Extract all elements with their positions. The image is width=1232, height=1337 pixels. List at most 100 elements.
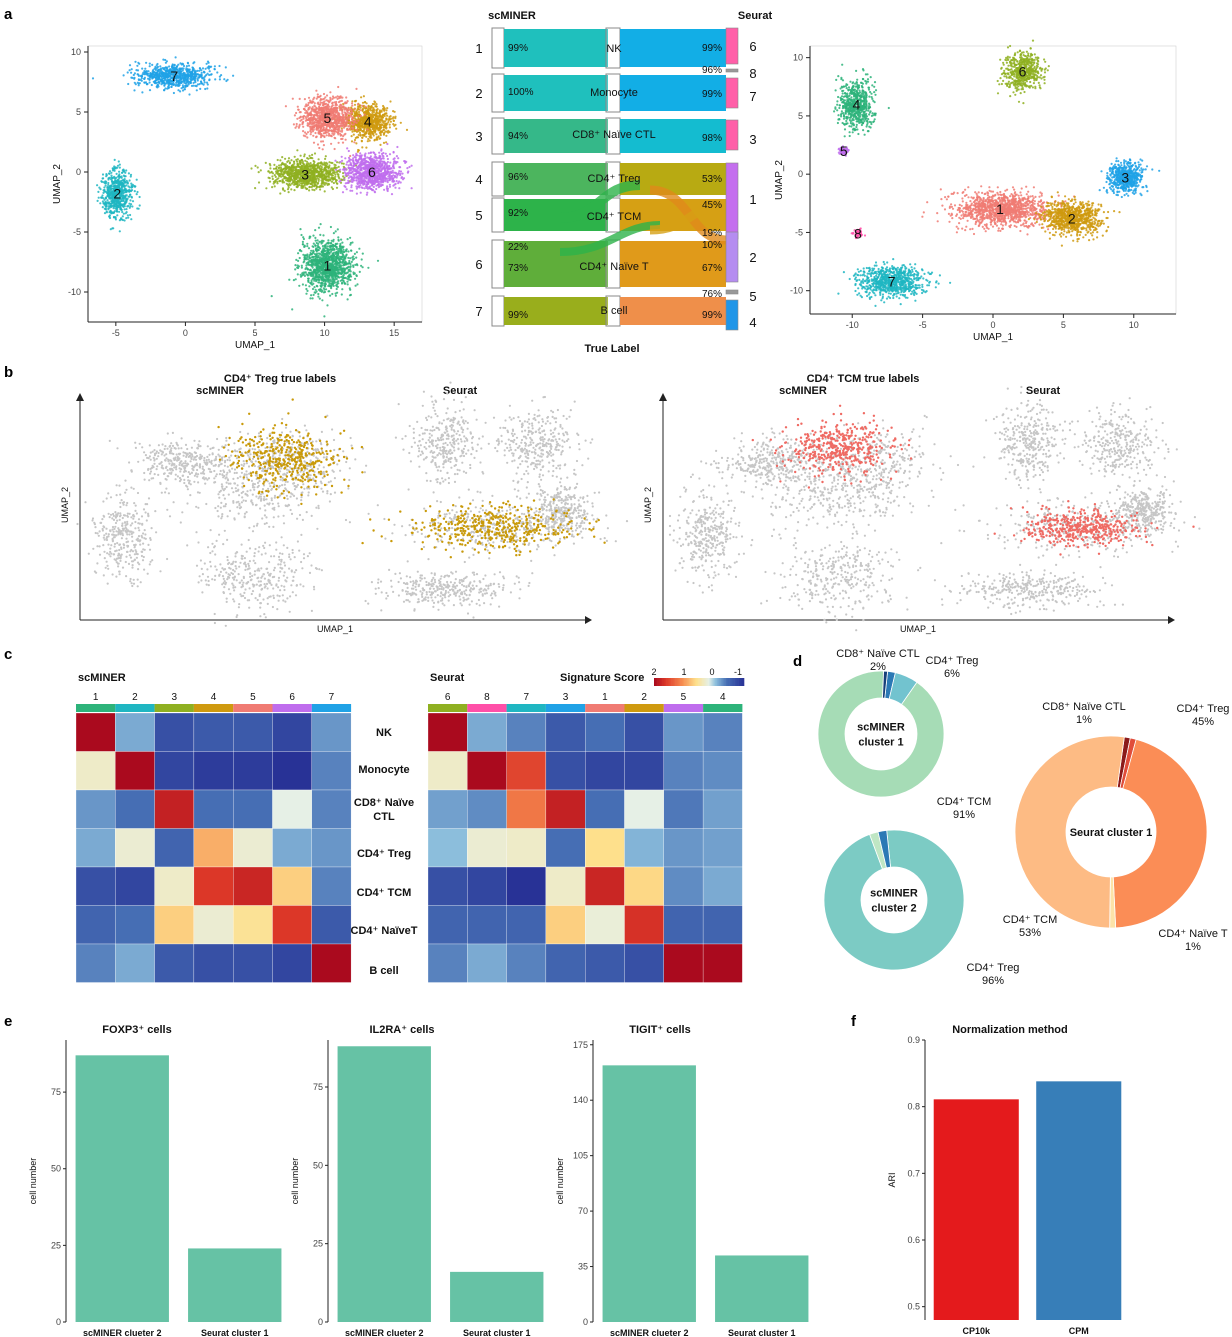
cell-point xyxy=(325,242,328,245)
cell-point xyxy=(316,102,319,105)
cell-point xyxy=(389,120,392,123)
cell-point xyxy=(345,108,348,111)
panel-label-b: b xyxy=(4,364,13,381)
cell-point xyxy=(321,278,324,281)
cell-point xyxy=(285,179,288,182)
cell-point xyxy=(350,140,354,143)
cell-point xyxy=(329,96,332,99)
cell-point xyxy=(369,129,372,133)
cell-point xyxy=(343,269,346,272)
cell-point xyxy=(324,278,327,281)
cell-point xyxy=(104,184,107,187)
cell-point xyxy=(349,273,352,276)
cell-point xyxy=(338,258,341,261)
cell-point xyxy=(329,242,333,245)
cell-point xyxy=(380,109,383,112)
cell-point xyxy=(126,197,129,200)
cell-point xyxy=(382,107,385,110)
cell-point xyxy=(339,100,342,103)
cell-point xyxy=(310,279,313,282)
x-tick-label: 0 xyxy=(183,328,188,338)
cell-point xyxy=(339,247,342,250)
cell-point xyxy=(135,178,138,181)
cell-point xyxy=(105,174,108,177)
cell-point xyxy=(336,173,339,176)
cell-point xyxy=(364,100,367,104)
cell-point xyxy=(109,188,112,191)
cell-point xyxy=(334,114,338,117)
cell-point xyxy=(119,175,122,179)
cell-point xyxy=(311,188,314,191)
cell-point xyxy=(338,105,341,108)
cell-point xyxy=(332,280,336,283)
cell-point xyxy=(319,275,322,278)
cell-point xyxy=(354,113,357,116)
cell-point xyxy=(313,165,316,168)
cell-point xyxy=(317,170,320,173)
cell-point xyxy=(347,164,350,167)
cell-point xyxy=(378,151,381,154)
cell-point xyxy=(307,118,310,121)
cell-point xyxy=(367,266,370,269)
cell-point xyxy=(307,103,310,107)
cell-point xyxy=(280,163,283,167)
cell-point xyxy=(378,119,381,122)
cell-point xyxy=(316,119,319,122)
cell-point xyxy=(313,96,316,99)
cell-point xyxy=(319,289,322,292)
cell-point xyxy=(97,196,100,199)
cell-point xyxy=(110,200,113,203)
cell-point xyxy=(352,264,355,267)
cell-point xyxy=(331,261,334,264)
cell-point xyxy=(324,285,327,288)
cell-point xyxy=(108,216,112,220)
cell-point xyxy=(367,137,370,141)
cell-point xyxy=(287,157,291,160)
cell-point xyxy=(321,148,324,151)
cell-point xyxy=(336,113,339,116)
cell-point xyxy=(320,129,323,132)
cell-point xyxy=(104,200,107,203)
cell-point xyxy=(355,128,358,132)
cell-point xyxy=(365,146,368,149)
cell-point xyxy=(319,133,322,136)
cell-point xyxy=(121,210,124,214)
cell-point xyxy=(334,262,337,265)
cell-point xyxy=(122,196,125,199)
cluster-label: 4 xyxy=(364,114,372,130)
cell-point xyxy=(311,297,314,300)
cell-point xyxy=(315,108,318,111)
cell-point xyxy=(313,286,316,289)
cell-point xyxy=(109,210,112,213)
cell-point xyxy=(104,205,107,208)
cell-point xyxy=(379,124,382,127)
cell-point xyxy=(325,131,328,134)
cell-point xyxy=(327,182,330,185)
cell-point xyxy=(309,164,312,167)
cell-point xyxy=(316,239,319,242)
cell-point xyxy=(335,128,338,131)
cell-point xyxy=(315,258,318,261)
cell-point xyxy=(276,169,279,172)
cell-point xyxy=(122,212,125,215)
cell-point xyxy=(309,174,312,177)
cell-point xyxy=(101,173,105,176)
cell-point xyxy=(346,271,349,274)
cell-point xyxy=(305,262,308,265)
cell-point xyxy=(395,127,398,130)
cell-point xyxy=(338,128,341,131)
cell-point xyxy=(326,274,329,277)
cell-point xyxy=(361,186,364,189)
cell-point xyxy=(405,160,408,163)
cell-point xyxy=(316,175,319,178)
cell-point xyxy=(343,184,346,188)
cell-point xyxy=(113,167,116,170)
cell-point xyxy=(314,291,317,294)
cell-point xyxy=(316,93,319,96)
cell-point xyxy=(296,264,299,267)
cell-point xyxy=(348,259,351,263)
cell-point xyxy=(375,121,378,124)
cell-point xyxy=(310,294,313,297)
cell-point xyxy=(299,160,302,163)
cell-point xyxy=(128,186,131,189)
